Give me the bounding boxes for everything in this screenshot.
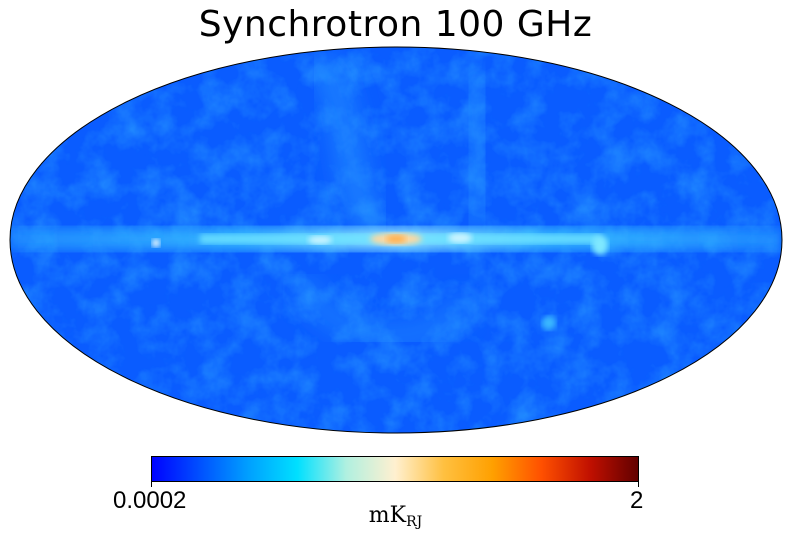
colorbar bbox=[151, 456, 639, 482]
plane-bright-spot bbox=[448, 233, 472, 243]
lmc-like-source bbox=[542, 316, 556, 330]
colorbar-tick-max bbox=[638, 482, 639, 487]
colorbar-gradient bbox=[151, 456, 639, 482]
colorbar-tick-min bbox=[151, 482, 152, 487]
colorbar-max-label: 2 bbox=[630, 487, 644, 514]
plane-bright-spot bbox=[308, 236, 332, 244]
galactic-center-core bbox=[386, 235, 406, 243]
point-source bbox=[152, 239, 160, 247]
colorbar-unit: mKRJ bbox=[0, 503, 791, 530]
colorbar-min-label: 0.0002 bbox=[113, 487, 187, 514]
map-title: Synchrotron 100 GHz bbox=[198, 4, 593, 45]
sky-map-content bbox=[10, 47, 782, 433]
unit-subscript: RJ bbox=[406, 514, 423, 530]
loop-arc bbox=[460, 68, 495, 236]
north-polar-spur bbox=[308, 52, 390, 242]
southern-loop bbox=[290, 274, 479, 348]
map-outline bbox=[9, 46, 783, 434]
unit-main: mK bbox=[368, 503, 407, 528]
cygnus-region bbox=[592, 235, 608, 255]
